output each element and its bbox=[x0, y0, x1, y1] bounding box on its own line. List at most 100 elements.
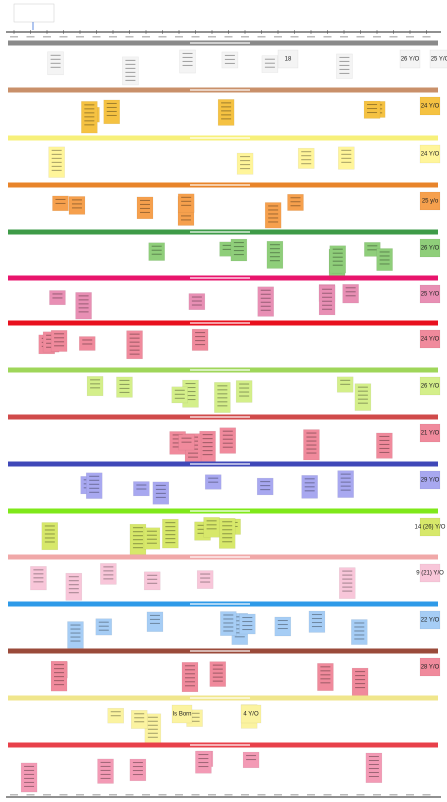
lane-title bbox=[190, 231, 250, 233]
lane-title bbox=[190, 89, 250, 91]
tick-caption bbox=[76, 794, 84, 796]
note-text bbox=[341, 149, 352, 151]
note-text bbox=[100, 761, 111, 763]
note-text bbox=[342, 586, 353, 588]
note-text bbox=[304, 482, 315, 484]
note-text bbox=[191, 304, 202, 306]
note-text bbox=[269, 252, 280, 254]
note-text bbox=[103, 574, 114, 576]
note-text bbox=[172, 434, 183, 436]
note-text bbox=[119, 383, 130, 385]
sticky-note bbox=[181, 662, 199, 693]
sticky-note bbox=[287, 193, 304, 211]
note-text bbox=[322, 288, 333, 290]
note-text bbox=[50, 54, 61, 56]
note-text bbox=[68, 584, 79, 586]
note-text bbox=[165, 530, 176, 532]
note-text bbox=[222, 533, 233, 535]
note-text bbox=[89, 479, 100, 481]
sticky-note bbox=[30, 566, 47, 591]
note-text bbox=[78, 299, 89, 301]
note-text bbox=[182, 64, 193, 66]
note-text bbox=[68, 588, 79, 590]
note-text bbox=[212, 672, 223, 674]
lane-title bbox=[190, 416, 250, 418]
note-text bbox=[379, 443, 390, 445]
note-text bbox=[181, 441, 192, 443]
note-text bbox=[110, 715, 121, 717]
note-text bbox=[246, 759, 257, 761]
tick-caption bbox=[125, 36, 134, 38]
note-text bbox=[174, 393, 185, 395]
sticky-note bbox=[67, 621, 84, 649]
note-text bbox=[277, 620, 288, 622]
note-text bbox=[70, 624, 81, 626]
note-text bbox=[246, 755, 257, 757]
sticky-note bbox=[152, 481, 170, 505]
tick-caption bbox=[59, 794, 68, 796]
note-text bbox=[174, 397, 185, 399]
sticky-note bbox=[85, 472, 103, 499]
note-text bbox=[82, 339, 93, 341]
note-text bbox=[132, 547, 143, 549]
tick-caption bbox=[224, 36, 233, 38]
note-text bbox=[51, 157, 62, 159]
note-text bbox=[70, 628, 81, 630]
note-text bbox=[223, 614, 234, 616]
tick-caption bbox=[26, 36, 35, 38]
age-note bbox=[419, 657, 441, 677]
note-text bbox=[129, 341, 140, 343]
note-text bbox=[90, 387, 101, 389]
note-text bbox=[208, 477, 219, 479]
sticky-note bbox=[376, 248, 393, 271]
age-note bbox=[419, 284, 441, 304]
tick-caption bbox=[307, 36, 315, 38]
note-text bbox=[368, 764, 379, 766]
sticky-note bbox=[209, 661, 227, 687]
lane-title bbox=[190, 137, 250, 139]
note-text bbox=[357, 390, 368, 392]
sticky-note bbox=[219, 427, 237, 454]
note-text bbox=[306, 448, 317, 450]
sticky-note bbox=[122, 56, 139, 86]
note-text bbox=[44, 529, 55, 531]
note-text bbox=[33, 573, 44, 575]
note-text bbox=[100, 769, 111, 771]
note-text bbox=[151, 249, 162, 251]
note-text bbox=[54, 684, 65, 686]
note-text bbox=[82, 343, 93, 345]
note-text bbox=[354, 638, 365, 640]
note-text bbox=[139, 207, 150, 209]
note-text bbox=[189, 716, 200, 718]
note-text bbox=[217, 385, 228, 387]
note-text bbox=[182, 56, 193, 58]
sticky-note bbox=[65, 572, 83, 601]
sticky-note bbox=[133, 481, 150, 497]
note-text bbox=[342, 578, 353, 580]
note-text bbox=[89, 475, 100, 477]
sticky-note bbox=[75, 292, 92, 320]
note-text bbox=[222, 521, 233, 523]
note-text bbox=[222, 529, 233, 531]
note-text bbox=[222, 244, 233, 246]
age-note bbox=[419, 610, 441, 630]
sticky-note bbox=[239, 613, 256, 635]
note-text bbox=[54, 672, 65, 674]
age-note bbox=[419, 470, 441, 490]
note-text bbox=[33, 581, 44, 583]
sticky-note bbox=[178, 434, 195, 451]
age-label: 24 Y/O bbox=[421, 337, 440, 343]
note-text bbox=[100, 773, 111, 775]
tick-caption bbox=[307, 794, 315, 796]
note-text bbox=[136, 484, 147, 486]
sticky-note bbox=[129, 758, 147, 782]
note-text bbox=[129, 345, 140, 347]
note-text bbox=[332, 260, 343, 262]
note-text bbox=[301, 155, 312, 157]
note-text bbox=[332, 256, 343, 258]
note-text bbox=[195, 340, 206, 342]
note-text bbox=[132, 774, 143, 776]
note-text bbox=[132, 531, 143, 533]
note-text bbox=[155, 492, 166, 494]
